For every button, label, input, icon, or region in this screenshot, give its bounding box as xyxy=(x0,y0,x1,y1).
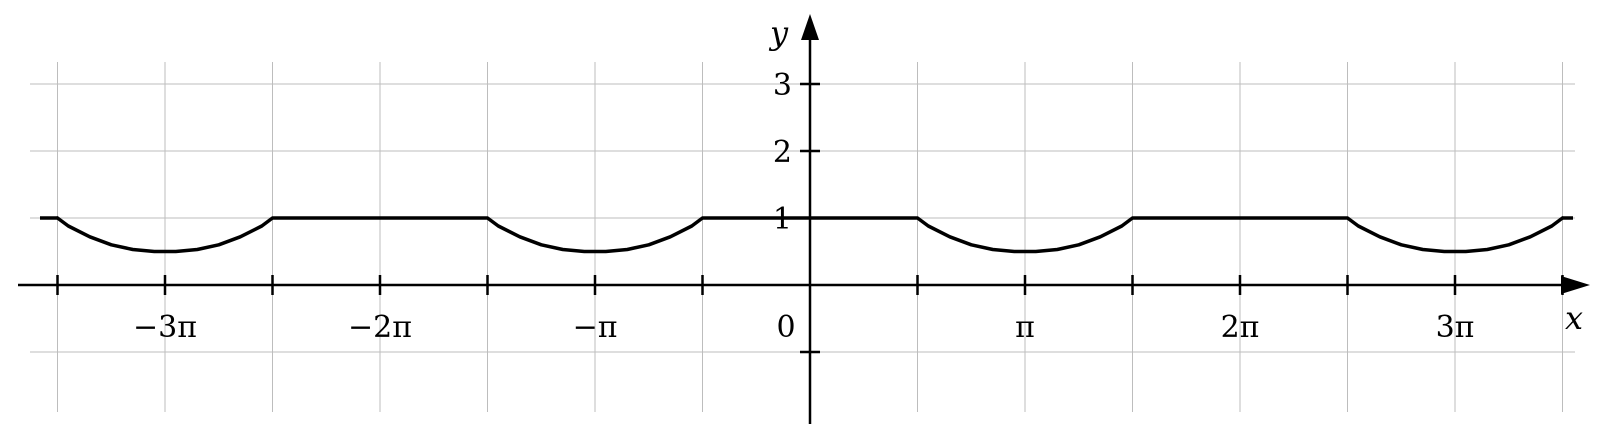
curve-layer xyxy=(40,216,1573,254)
y-tick-label: 3 xyxy=(773,68,792,103)
x-tick-label: 3π xyxy=(1436,310,1475,345)
x-tick-label: −2π xyxy=(348,310,412,345)
grid xyxy=(30,62,1575,412)
x-tick-label: −π xyxy=(573,310,618,345)
x-axis-arrow xyxy=(1561,276,1590,294)
x-axis-label: x xyxy=(1565,299,1583,337)
axes xyxy=(18,14,1590,424)
y-axis-arrow xyxy=(801,14,819,40)
x-tick-label: π xyxy=(1015,310,1035,345)
series-line xyxy=(55,216,1565,254)
y-tick-label: 1 xyxy=(773,202,792,237)
labels: −3π −2π −π 0 π 2π 3π 3 2 1 xyxy=(133,68,1474,345)
y-tick-label: 2 xyxy=(773,135,792,170)
x-tick-label: 0 xyxy=(776,310,795,345)
x-tick-label: −3π xyxy=(133,310,197,345)
y-axis-label: y xyxy=(768,14,789,52)
x-tick-label: 2π xyxy=(1221,310,1260,345)
